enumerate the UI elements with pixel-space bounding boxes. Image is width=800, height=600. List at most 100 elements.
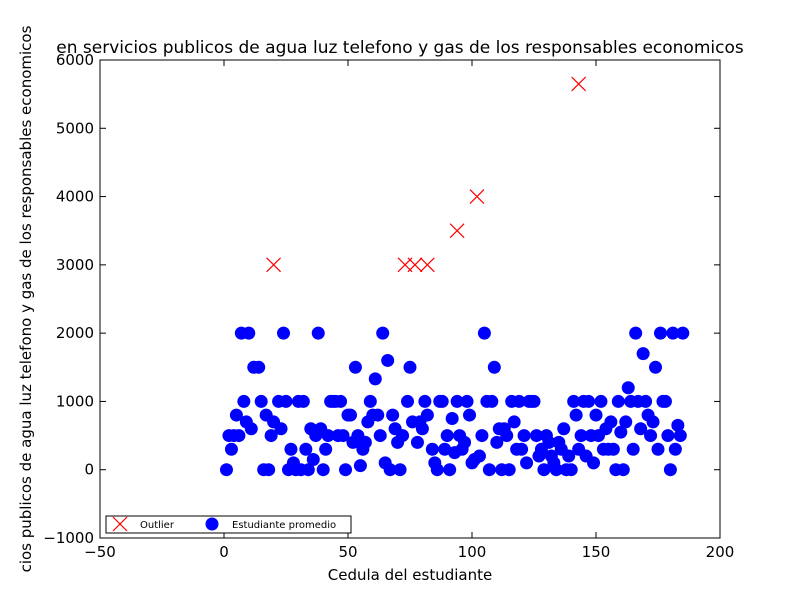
y-axis-label: cios publicos de agua luz telefono y gas… <box>17 25 35 572</box>
average-student-point <box>616 463 630 477</box>
average-student-point <box>564 463 578 477</box>
average-student-point <box>472 449 486 463</box>
average-student-point <box>666 326 680 340</box>
average-student-point <box>401 394 415 408</box>
average-student-point <box>634 422 648 436</box>
average-student-point <box>661 429 675 443</box>
average-student-point <box>549 463 563 477</box>
average-student-point <box>386 408 400 422</box>
x-tick-label: 200 <box>706 543 735 561</box>
average-student-point <box>440 429 454 443</box>
average-student-point <box>562 449 576 463</box>
x-tick-label: 150 <box>582 543 611 561</box>
average-student-point <box>319 442 333 456</box>
average-student-point <box>636 347 650 361</box>
outlier-point <box>571 76 587 92</box>
average-student-point <box>512 394 526 408</box>
average-student-point <box>502 463 516 477</box>
legend-outlier-marker <box>112 516 128 532</box>
x-tick-label: 100 <box>458 543 487 561</box>
average-student-point <box>418 394 432 408</box>
average-student-point <box>348 360 362 374</box>
average-student-point <box>646 415 660 429</box>
y-tick-label: 1000 <box>56 392 94 410</box>
average-student-point <box>277 326 291 340</box>
average-student-point <box>629 326 643 340</box>
average-student-point <box>653 326 667 340</box>
average-student-point <box>435 394 449 408</box>
average-student-point <box>244 422 258 436</box>
average-student-point <box>567 394 581 408</box>
outlier-point <box>407 257 423 273</box>
y-tick-label: −1000 <box>43 529 94 547</box>
average-student-point <box>450 394 464 408</box>
y-tick-label: 5000 <box>56 119 94 137</box>
average-student-point <box>507 415 521 429</box>
legend-frame <box>105 515 352 534</box>
average-student-point <box>658 394 672 408</box>
outlier-point <box>469 189 485 204</box>
average-student-point <box>229 408 243 422</box>
legend: Outlier Estudiante promedio <box>105 515 352 534</box>
average-student-point <box>383 463 397 477</box>
average-student-point <box>644 429 658 443</box>
average-student-point <box>311 326 325 340</box>
average-student-point <box>569 408 583 422</box>
average-student-point <box>264 429 278 443</box>
average-student-point <box>274 422 288 436</box>
average-student-point <box>520 456 534 470</box>
average-student-point <box>463 408 477 422</box>
average-student-point <box>410 435 424 449</box>
average-student-point <box>224 442 238 456</box>
average-student-point <box>237 394 251 408</box>
average-student-point <box>403 360 417 374</box>
y-tick-label: 2000 <box>56 324 94 342</box>
average-student-point <box>611 394 625 408</box>
average-student-point <box>639 394 653 408</box>
average-student-point <box>604 415 618 429</box>
average-student-point <box>284 442 298 456</box>
average-student-point <box>425 442 439 456</box>
average-student-point <box>219 463 233 477</box>
average-student-point <box>430 463 444 477</box>
average-student-point <box>296 394 310 408</box>
average-student-point <box>460 394 474 408</box>
x-tick-label: −50 <box>84 543 116 561</box>
average-student-point <box>487 360 501 374</box>
average-student-point <box>663 463 677 477</box>
average-student-point <box>343 408 357 422</box>
outlier-point <box>449 223 465 239</box>
average-student-point <box>537 463 551 477</box>
average-student-point <box>458 435 472 449</box>
average-student-point <box>339 463 353 477</box>
average-student-point <box>279 394 293 408</box>
outlier-point <box>266 257 282 273</box>
average-student-point <box>438 442 452 456</box>
average-student-point <box>500 429 514 443</box>
average-student-point <box>299 442 313 456</box>
average-student-point <box>529 429 543 443</box>
average-student-point <box>368 372 382 386</box>
average-student-point <box>475 429 489 443</box>
average-student-point <box>443 463 457 477</box>
y-tick-label: 0 <box>84 461 94 479</box>
y-tick-label: 4000 <box>56 188 94 206</box>
average-student-point <box>557 422 571 436</box>
average-student-point <box>232 429 246 443</box>
average-student-point <box>527 394 541 408</box>
y-tick-label: 3000 <box>56 256 94 274</box>
average-student-point <box>619 415 633 429</box>
y-tick-label: 6000 <box>56 51 94 69</box>
average-student-point <box>371 408 385 422</box>
average-student-point <box>252 360 266 374</box>
x-tick-label: 0 <box>219 543 229 561</box>
average-student-point <box>482 463 496 477</box>
x-tick-label: 50 <box>338 543 357 561</box>
average-student-point <box>542 435 556 449</box>
average-student-point <box>668 442 682 456</box>
average-student-point <box>621 381 635 395</box>
average-student-point <box>376 326 390 340</box>
average-student-point <box>445 412 459 425</box>
